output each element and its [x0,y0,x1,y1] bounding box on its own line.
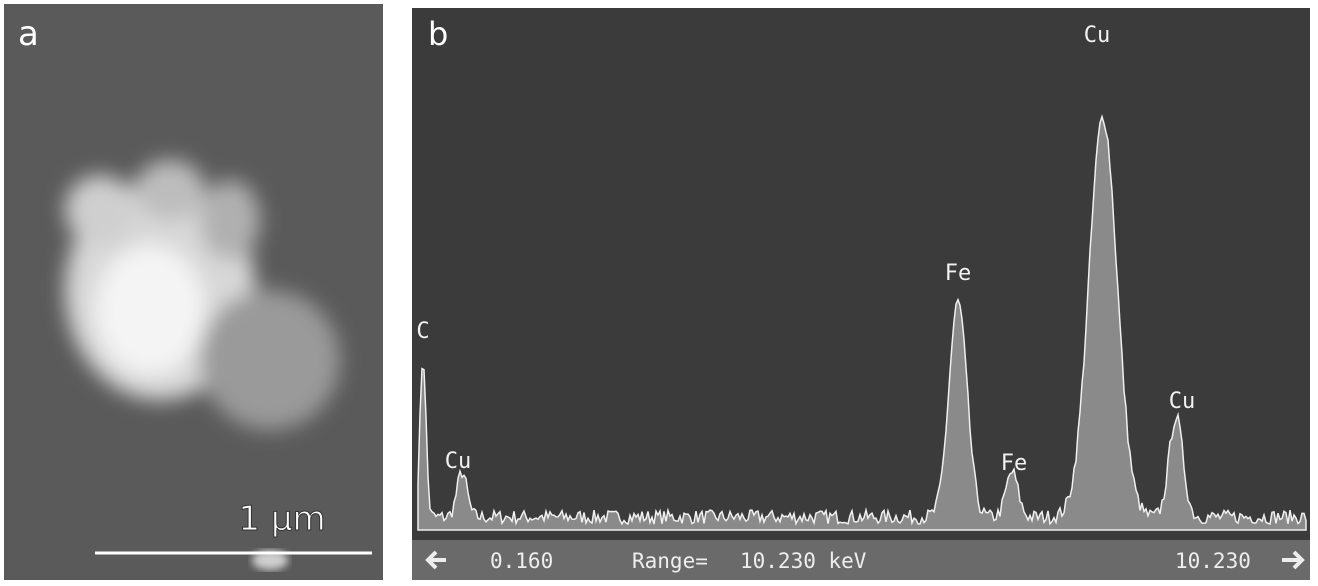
panel-a: a 1 µm [4,4,383,580]
particle [65,160,340,430]
footer-range: Range= [632,549,708,573]
panel-label: b [428,15,448,53]
footer-end: 10.230 [1175,549,1251,573]
peak-label: Fe [1001,451,1028,476]
peak-label: Cu [1084,23,1111,48]
spectrum [417,114,1307,531]
right-arrow [1282,550,1305,570]
panel-label: a [18,14,39,54]
footer-start: 0.160 [490,549,553,573]
peak-label: Fe [945,261,972,286]
spectrum-screen [412,8,1310,580]
left-arrow [425,550,446,570]
peak-label: Cu [1169,389,1196,414]
footer-range-value: 10.230 keV [740,549,867,573]
panel-b: b C Cu Fe Fe Cu Cu 0.160 Range= 10.230 k… [412,8,1310,580]
peak-label: C [416,319,429,344]
footer-bar [412,540,1310,580]
peak-label: Cu [445,449,472,474]
scale-bar-label: 1 µm [238,499,325,539]
